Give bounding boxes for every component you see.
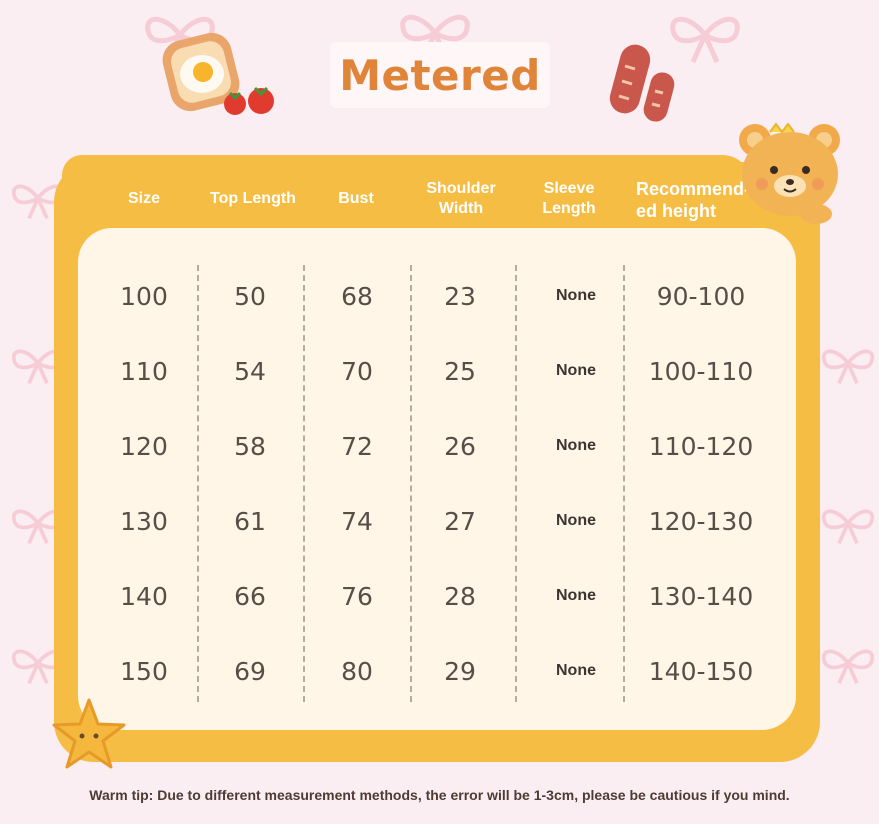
cell-recommended-height: 130-140	[648, 582, 754, 611]
cell-recommended-height: 90-100	[656, 282, 746, 311]
cell-sleeve-length: None	[556, 437, 596, 454]
cell-shoulder-width: 28	[444, 582, 476, 611]
cell-size: 140	[120, 582, 168, 611]
bear-icon	[739, 122, 840, 224]
cell-top-length: 66	[234, 582, 266, 611]
cell-top-length: 69	[234, 657, 266, 686]
tomato-icon	[224, 86, 274, 115]
cell-recommended-height: 100-110	[648, 357, 754, 386]
cell-bust: 76	[341, 582, 373, 611]
cell-size: 120	[120, 432, 168, 461]
cell-bust: 68	[341, 282, 373, 311]
cell-top-length: 61	[234, 507, 266, 536]
cell-top-length: 58	[234, 432, 266, 461]
sausage-icon	[609, 44, 675, 122]
cell-top-length: 54	[234, 357, 266, 386]
cell-size: 130	[120, 507, 168, 536]
cell-bust: 70	[341, 357, 373, 386]
cell-recommended-height: 140-150	[648, 657, 754, 686]
cell-recommended-height: 120-130	[648, 507, 754, 536]
header-sleeve-length: Sleeve Length	[542, 180, 596, 217]
column-divider	[515, 265, 517, 702]
cell-shoulder-width: 29	[444, 657, 476, 686]
star-icon	[52, 698, 126, 769]
cell-sleeve-length: None	[556, 587, 596, 604]
cell-shoulder-width: 25	[444, 357, 476, 386]
column-divider	[197, 265, 199, 702]
cell-size: 110	[120, 357, 168, 386]
cell-bust: 80	[341, 657, 373, 686]
cell-bust: 72	[341, 432, 373, 461]
cell-bust: 74	[341, 507, 373, 536]
page-title: Metered	[339, 50, 541, 100]
cell-sleeve-length: None	[556, 662, 596, 679]
title-banner: Metered	[330, 42, 550, 108]
warm-tip: Warm tip: Due to different measurement m…	[89, 787, 790, 803]
header-shoulder-width: Shoulder Width	[426, 180, 496, 217]
bow-icon	[670, 16, 740, 64]
header-size: Size	[127, 190, 160, 207]
cell-size: 150	[120, 657, 168, 686]
cell-shoulder-width: 27	[444, 507, 476, 536]
cell-sleeve-length: None	[556, 512, 596, 529]
header-top-length: Top Length	[210, 190, 296, 207]
header-bust: Bust	[338, 190, 374, 207]
column-divider	[410, 265, 412, 702]
bow-icon	[822, 509, 874, 545]
cell-size: 100	[120, 282, 168, 311]
column-divider	[303, 265, 305, 702]
cell-sleeve-length: None	[556, 287, 596, 304]
cell-recommended-height: 110-120	[648, 432, 754, 461]
column-divider	[623, 265, 625, 702]
bow-icon	[822, 649, 874, 685]
cell-shoulder-width: 23	[444, 282, 476, 311]
cell-top-length: 50	[234, 282, 266, 311]
bow-icon	[400, 14, 470, 62]
toast-egg-icon	[162, 32, 240, 112]
header-recommended-height: Recommend-ed height	[636, 179, 751, 221]
bow-icon	[822, 349, 874, 385]
bow-icon	[145, 16, 215, 64]
cell-shoulder-width: 26	[444, 432, 476, 461]
cell-sleeve-length: None	[556, 362, 596, 379]
